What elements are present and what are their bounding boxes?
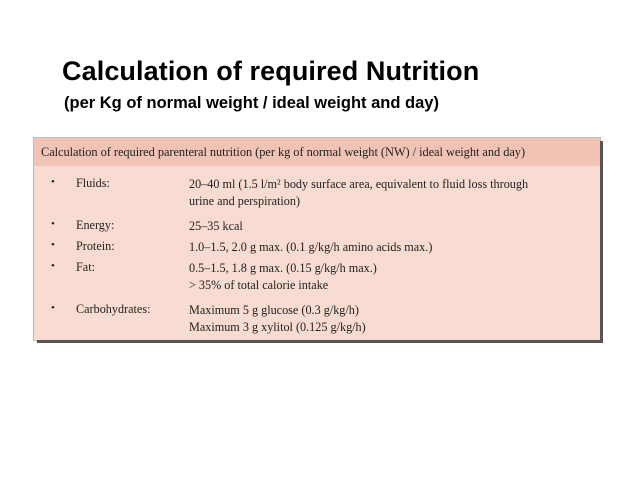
- row-value-line: urine and perspiration): [189, 194, 301, 208]
- row-value: 0.5–1.5, 1.8 g max. (0.15 g/kg/h max.) >…: [189, 260, 589, 294]
- row-label: Energy:: [76, 218, 115, 232]
- row-value: Maximum 5 g glucose (0.3 g/kg/h) Maximum…: [189, 302, 589, 336]
- bullet-icon: •: [51, 302, 55, 314]
- row-value-line: 0.5–1.5, 1.8 g max. (0.15 g/kg/h max.): [189, 261, 377, 275]
- row-value-line: 20–40 ml (1.5 l/m² body surface area, eq…: [189, 177, 529, 191]
- bullet-icon: •: [51, 218, 55, 230]
- row-label: Fluids:: [76, 176, 110, 190]
- nutrition-table: Calculation of required parenteral nutri…: [34, 138, 600, 340]
- row-value-line: 1.0–1.5, 2.0 g max. (0.1 g/kg/h amino ac…: [189, 240, 433, 254]
- row-value-line: 25–35 kcal: [189, 219, 243, 233]
- bullet-icon: •: [51, 239, 55, 251]
- bullet-icon: •: [51, 260, 55, 272]
- row-value: 20–40 ml (1.5 l/m² body surface area, eq…: [189, 176, 589, 210]
- slide-subtitle: (per Kg of normal weight / ideal weight …: [64, 94, 439, 112]
- row-value: 1.0–1.5, 2.0 g max. (0.1 g/kg/h amino ac…: [189, 239, 589, 256]
- row-label: Carbohydrates:: [76, 302, 151, 316]
- row-label: Fat:: [76, 260, 95, 274]
- row-label: Protein:: [76, 239, 115, 253]
- slide-title: Calculation of required Nutrition: [62, 56, 480, 86]
- row-value-line: Maximum 5 g glucose (0.3 g/kg/h): [189, 303, 359, 317]
- row-value-line: Maximum 3 g xylitol (0.125 g/kg/h): [189, 320, 366, 334]
- row-value-line: > 35% of total calorie intake: [189, 278, 329, 292]
- bullet-icon: •: [51, 176, 55, 188]
- row-value: 25–35 kcal: [189, 218, 589, 235]
- table-header: Calculation of required parenteral nutri…: [34, 138, 600, 166]
